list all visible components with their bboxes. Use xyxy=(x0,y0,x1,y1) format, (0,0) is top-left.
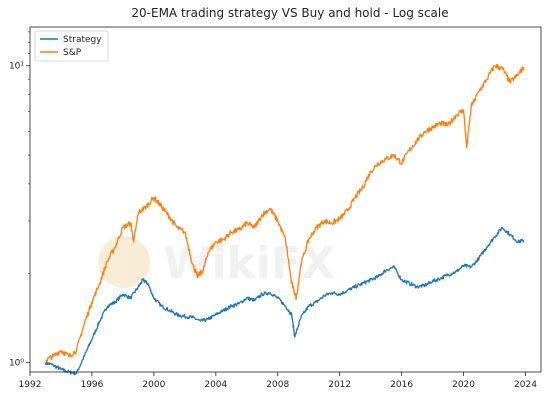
x-tick-label: 2024 xyxy=(514,380,537,390)
axes-frame xyxy=(29,26,542,373)
x-tick-label: 1996 xyxy=(80,380,103,390)
plot-area xyxy=(30,27,541,372)
series-line-sp xyxy=(45,64,525,362)
legend-item-sp: S&P xyxy=(40,48,82,58)
x-tick-label: 2016 xyxy=(390,380,413,390)
watermark-logo-icon xyxy=(98,236,150,288)
legend-label-sp: S&P xyxy=(63,48,82,58)
x-tick-label: 2020 xyxy=(452,380,475,390)
x-tick-label: 1992 xyxy=(19,380,42,390)
x-tick-label: 2000 xyxy=(142,380,165,390)
legend: Strategy S&P xyxy=(34,30,109,62)
chart-title: 20-EMA trading strategy VS Buy and hold … xyxy=(131,6,448,20)
axes-layer: 1992 1996 2000 2004 2008 2012 2016 2020 2024 10⁰ 1… xyxy=(9,31,537,390)
series-layer xyxy=(44,64,525,376)
x-tick-label: 2012 xyxy=(328,380,351,390)
x-tick-label: 2008 xyxy=(266,380,289,390)
y-tick-label: 10⁰ xyxy=(9,359,24,369)
watermark-text: WikiFX xyxy=(163,238,335,289)
legend-label-strategy: Strategy xyxy=(63,35,102,45)
y-tick-label: 10¹ xyxy=(9,62,24,72)
series-line-strategy xyxy=(44,226,525,376)
legend-item-strategy: Strategy xyxy=(40,35,102,45)
x-tick-label: 2004 xyxy=(204,380,227,390)
